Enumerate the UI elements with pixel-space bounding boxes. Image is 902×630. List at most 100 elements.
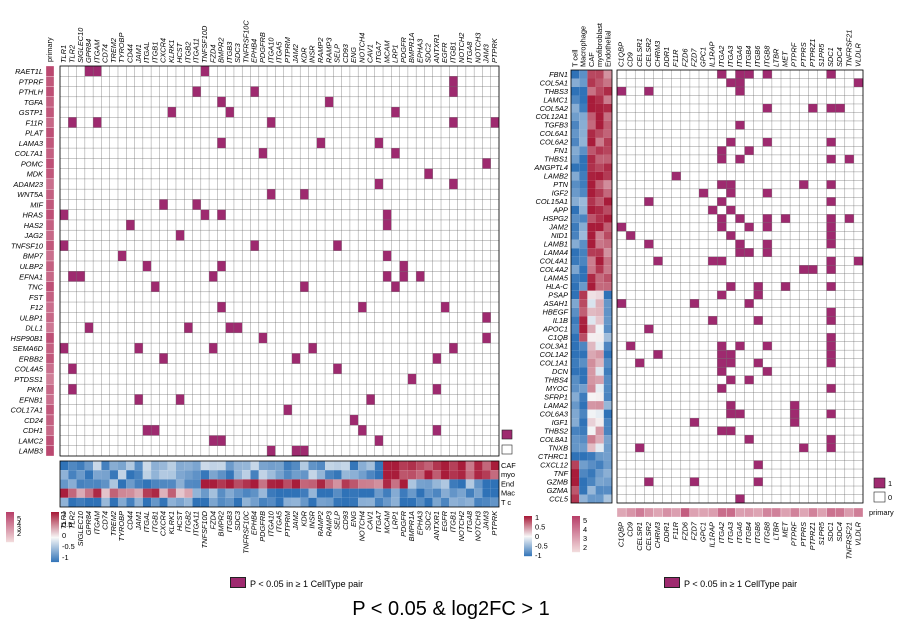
left-col-label-bottom: SELP <box>333 511 342 530</box>
right-expr-cell <box>579 70 588 79</box>
right-col-label-top: C1QBP <box>617 42 626 67</box>
right-expr-cell <box>587 205 596 215</box>
left-expr-cell <box>101 488 110 498</box>
left-expr-cell <box>358 470 367 480</box>
right-expr-cell <box>595 469 604 478</box>
left-primary-colorbar-seg <box>6 540 14 542</box>
left-expr-cell <box>325 479 334 489</box>
left-col-label-bottom: ANTXR1 <box>432 511 441 541</box>
right-sig-cell <box>726 180 736 189</box>
left-expr-cell <box>76 488 85 498</box>
left-sig-cell <box>300 445 309 456</box>
left-expr-cell <box>308 488 317 498</box>
right-expr-cell <box>603 409 612 419</box>
left-expr-cell <box>126 488 135 498</box>
right-expr-cell <box>587 214 596 223</box>
right-expr-cell <box>587 426 596 436</box>
left-expr-cell <box>482 479 491 489</box>
right-div-colorbar-seg <box>524 519 532 521</box>
left-expr-cell <box>416 488 425 498</box>
right-expr-cell <box>571 231 580 240</box>
left-sig-cell <box>449 343 458 354</box>
left-col-label-bottom: RAMP2 <box>316 511 325 536</box>
left-expr-cell <box>258 461 268 471</box>
left-col-label-top: TLR1 <box>59 45 68 63</box>
left-expr-cell <box>291 470 301 480</box>
right-sig-cell <box>826 307 836 317</box>
left-sig-cell <box>134 343 143 354</box>
right-sig-cell <box>717 290 727 300</box>
left-expr-frame <box>59 460 500 508</box>
right-expr-cell <box>579 409 588 419</box>
left-div-colorbar-seg <box>51 520 59 522</box>
left-col-label-top: SDC2 <box>424 43 433 63</box>
left-expr-cell <box>432 461 442 471</box>
left-row-label: LAMB3 <box>19 447 44 456</box>
right-sig-cell <box>689 477 699 487</box>
left-expr-cell <box>349 479 359 489</box>
left-expr-cell <box>159 479 168 489</box>
left-col-label-bottom: NOTCH3 <box>473 510 482 541</box>
left-primary-colorbar-seg <box>6 522 14 524</box>
right-sig-cell <box>762 341 772 351</box>
left-sig-cell <box>68 271 77 282</box>
left-expr-cell <box>267 488 276 498</box>
left-expr-cell <box>68 479 77 489</box>
left-sig-cell <box>93 66 102 77</box>
left-sig-cell <box>258 332 268 344</box>
left-div-colorbar-seg <box>51 549 59 551</box>
right-row-label: ANGPTL4 <box>533 163 568 172</box>
left-expr-cell <box>242 479 251 489</box>
left-sig-cell <box>267 189 276 200</box>
right-row-label: LAMB2 <box>544 172 568 181</box>
left-primary-colorbar-seg <box>6 521 14 523</box>
right-row-label: COL8A1 <box>540 435 568 444</box>
right-expr-cell <box>595 188 604 198</box>
right-div-colorbar-tick: 1 <box>535 513 539 522</box>
left-sig-cell <box>68 363 77 374</box>
left-sig-cell <box>209 343 218 354</box>
right-expr-cell <box>571 180 580 189</box>
left-expr-cell <box>432 497 442 507</box>
right-expr-cell <box>603 273 612 283</box>
right-expr-cell <box>571 146 580 155</box>
right-expr-cell <box>587 180 596 189</box>
left-expr-cell <box>374 488 384 498</box>
left-expr-cell <box>200 470 210 480</box>
left-expr-cell <box>117 470 127 480</box>
left-col-label-bottom: CAV1 <box>366 511 375 530</box>
left-primary-colorbar-seg <box>6 538 14 540</box>
right-grid-frame <box>616 69 864 504</box>
left-col-label-top: TYROBP <box>117 33 126 63</box>
right-col-label-top: ITGB4 <box>744 46 753 67</box>
left-row-label: SEMA6D <box>13 344 44 353</box>
right-col-label-bottom: PTPRF <box>790 522 799 547</box>
left-expr-cell <box>424 497 433 507</box>
left-col-label-bottom: JAM1 <box>134 511 143 531</box>
left-sig-cell <box>134 394 143 405</box>
left-col-label-top: PDGFR <box>399 36 408 63</box>
left-sig-cell <box>366 394 375 405</box>
right-div-colorbar-seg <box>524 549 532 551</box>
left-expr-cell <box>159 488 168 498</box>
right-div-colorbar-seg <box>524 548 532 550</box>
left-expr-cell <box>300 488 309 498</box>
right-sig-cell <box>826 435 836 444</box>
right-row-label: THBS1 <box>544 155 568 164</box>
left-primary-cell <box>45 271 55 282</box>
right-expr-cell <box>595 256 604 266</box>
right-sig-cell <box>617 299 627 308</box>
right-col-label-bottom: GPC1 <box>699 522 708 542</box>
left-expr-cell <box>349 488 359 498</box>
left-col-label-top: ENG <box>349 47 358 63</box>
left-sig-cell <box>151 425 160 436</box>
right-row-label: GZMA <box>547 486 568 495</box>
left-expr-cell <box>126 479 135 489</box>
left-primary-colorbar-seg <box>6 535 14 537</box>
right-expr-cell <box>579 358 588 368</box>
left-expr-cell <box>308 470 317 480</box>
right-expr-cell <box>587 86 596 96</box>
right-sig-cell <box>726 375 736 385</box>
left-col-label-top: TLR2 <box>67 45 76 63</box>
right-primary-cell <box>616 507 627 518</box>
